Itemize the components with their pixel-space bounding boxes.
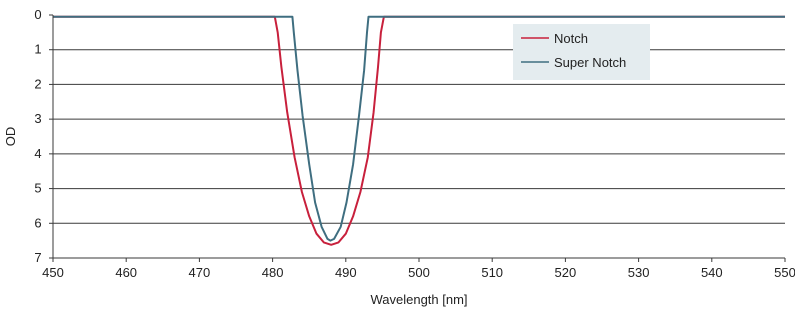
series-line-notch xyxy=(53,15,785,246)
legend-label-super-notch: Super Notch xyxy=(554,55,626,70)
legend-label-notch: Notch xyxy=(554,31,588,46)
y-tick-label: 7 xyxy=(34,250,41,265)
legend: Notch Super Notch xyxy=(513,24,650,80)
grid-lines xyxy=(53,49,785,224)
x-tick-label: 450 xyxy=(42,265,64,280)
x-tick-labels: 450 460 470 480 490 500 510 520 530 540 550 xyxy=(42,265,795,280)
legend-background xyxy=(513,24,650,80)
x-tick-label: 520 xyxy=(555,265,577,280)
y-axis-title: OD xyxy=(3,127,18,147)
x-tick-label: 460 xyxy=(115,265,137,280)
x-tick-label: 500 xyxy=(408,265,430,280)
x-tick-label: 540 xyxy=(701,265,723,280)
x-tick-label: 530 xyxy=(628,265,650,280)
series-line-super-notch xyxy=(53,15,785,242)
y-tick-label: 5 xyxy=(34,181,41,196)
x-tick-label: 470 xyxy=(189,265,211,280)
y-tick-label: 4 xyxy=(34,146,41,161)
y-tick-label: 0 xyxy=(34,7,41,22)
y-tick-label: 2 xyxy=(34,76,41,91)
axes xyxy=(49,14,786,262)
x-tick-label: 490 xyxy=(335,265,357,280)
x-tick-label: 510 xyxy=(481,265,503,280)
x-tick-label: 550 xyxy=(774,265,795,280)
series-lines xyxy=(53,15,785,246)
y-tick-labels: 0 1 2 3 4 5 6 7 xyxy=(34,7,41,265)
y-tick-label: 6 xyxy=(34,215,41,230)
y-tick-label: 3 xyxy=(34,111,41,126)
y-tick-label: 1 xyxy=(34,42,41,57)
x-tick-label: 480 xyxy=(262,265,284,280)
x-axis-title: Wavelength [nm] xyxy=(370,292,467,307)
